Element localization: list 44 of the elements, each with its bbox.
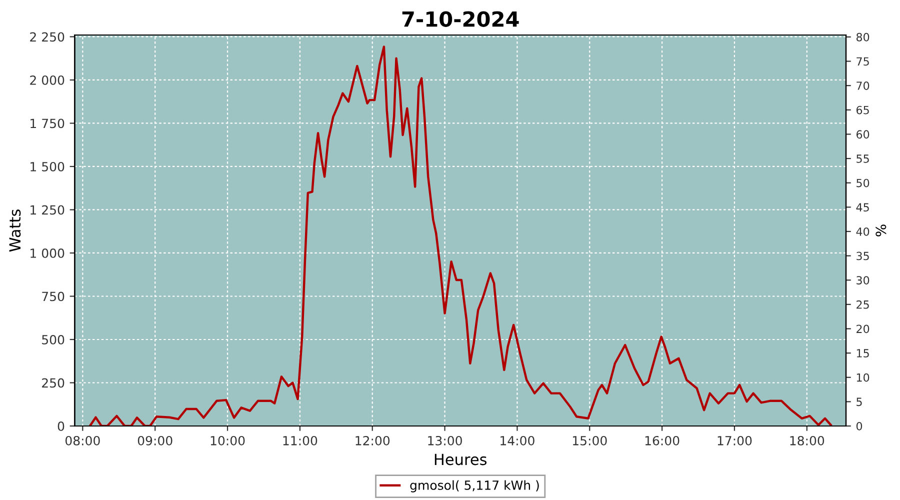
y-tick-label: 1 500 — [30, 162, 64, 172]
y2-tick-label: 10 — [856, 373, 870, 382]
y-tick-label: 250 — [42, 378, 64, 388]
y2-axis-title: % — [876, 224, 886, 236]
x-tick-label: 18:00 — [790, 436, 824, 446]
y-tick-label: 2 250 — [30, 32, 64, 42]
x-tick-label: 12:00 — [356, 436, 390, 446]
y-tick-label: 2 000 — [30, 75, 64, 85]
y2-tick-label: 0 — [856, 422, 862, 430]
y-tick-label: 1 250 — [30, 205, 64, 215]
x-tick-label: 10:00 — [210, 436, 245, 446]
y-axis-title: Watts — [9, 210, 21, 252]
y-tick-label: 750 — [42, 292, 64, 302]
y2-tick-label: 40 — [856, 227, 870, 236]
x-tick-label: 16:00 — [645, 436, 680, 446]
y2-tick-label: 55 — [856, 154, 869, 163]
x-tick-label: 17:00 — [718, 436, 752, 446]
x-tick-label: 11:00 — [283, 436, 318, 446]
legend-label: gmosol( 5,117 kWh ) — [410, 480, 539, 492]
y2-tick-label: 65 — [856, 106, 869, 114]
y2-tick-label: 60 — [856, 130, 870, 139]
y2-tick-label: 50 — [856, 178, 870, 188]
y2-tick-label: 5 — [856, 398, 862, 406]
x-tick-label: 08:00 — [65, 436, 100, 446]
y2-tick-label: 30 — [856, 276, 870, 284]
y2-tick-label: 45 — [856, 203, 869, 212]
x-tick-label: 13:00 — [428, 436, 462, 446]
x-tick-label: 09:00 — [138, 436, 172, 446]
y2-tick-label: 35 — [856, 252, 869, 260]
y2-tick-label: 20 — [856, 324, 870, 334]
y2-tick-label: 70 — [856, 82, 870, 90]
y2-tick-label: 80 — [856, 32, 870, 42]
y-tick-label: 1 000 — [30, 248, 64, 258]
x-axis-title: Heures — [434, 454, 487, 466]
y-tick-label: 500 — [42, 334, 64, 344]
y2-tick-label: 15 — [856, 349, 869, 358]
x-tick-label: 15:00 — [572, 436, 607, 446]
chart-title: 7-10-2024 — [402, 11, 519, 27]
y-tick-label: 0 — [58, 421, 64, 431]
y2-tick-label: 75 — [856, 57, 869, 66]
y2-tick-label: 25 — [856, 300, 869, 309]
x-tick-label: 14:00 — [500, 436, 534, 446]
line-series — [88, 46, 832, 426]
y-tick-label: 1 750 — [30, 118, 64, 128]
